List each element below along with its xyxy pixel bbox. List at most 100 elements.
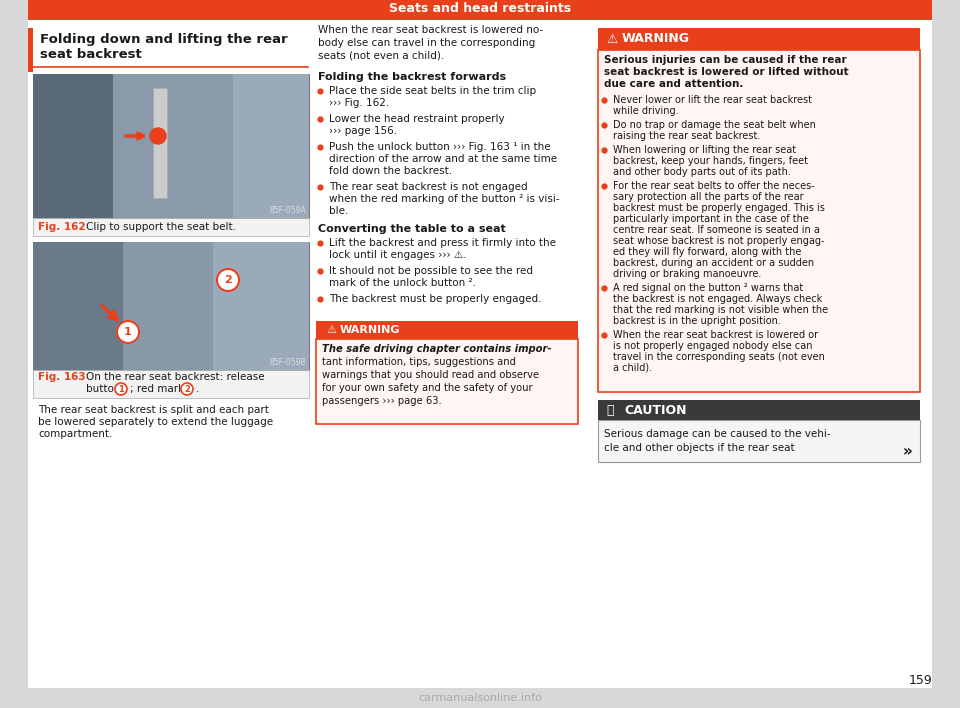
FancyBboxPatch shape	[316, 321, 578, 339]
Text: Fig. 162: Fig. 162	[38, 222, 85, 232]
Text: fold down the backrest.: fold down the backrest.	[329, 166, 452, 176]
Text: Folding down and lifting the rear: Folding down and lifting the rear	[40, 33, 288, 45]
Circle shape	[181, 383, 193, 395]
FancyBboxPatch shape	[598, 50, 920, 392]
Text: passengers ››› page 63.: passengers ››› page 63.	[322, 396, 442, 406]
FancyBboxPatch shape	[316, 339, 578, 424]
Text: backrest is in the upright position.: backrest is in the upright position.	[613, 316, 780, 326]
FancyBboxPatch shape	[213, 242, 309, 370]
Text: The rear seat backrest is split and each part: The rear seat backrest is split and each…	[38, 405, 269, 415]
FancyBboxPatch shape	[598, 420, 920, 462]
Text: ; red mark: ; red mark	[130, 384, 184, 394]
Text: When the rear seat backrest is lowered no-: When the rear seat backrest is lowered n…	[318, 25, 543, 35]
Text: driving or braking manoeuvre.: driving or braking manoeuvre.	[613, 269, 761, 279]
Text: seat backrest is lowered or lifted without: seat backrest is lowered or lifted witho…	[604, 67, 849, 77]
Text: 159: 159	[908, 673, 932, 687]
Text: Do no trap or damage the seat belt when: Do no trap or damage the seat belt when	[613, 120, 816, 130]
FancyBboxPatch shape	[33, 242, 123, 370]
Text: the backrest is not engaged. Always check: the backrest is not engaged. Always chec…	[613, 294, 823, 304]
Text: For the rear seat belts to offer the neces-: For the rear seat belts to offer the nec…	[613, 181, 815, 191]
Circle shape	[115, 383, 127, 395]
Text: Lift the backrest and press it firmly into the: Lift the backrest and press it firmly in…	[329, 238, 556, 248]
FancyBboxPatch shape	[153, 88, 167, 198]
Text: when the red marking of the button ² is visi-: when the red marking of the button ² is …	[329, 194, 560, 204]
FancyBboxPatch shape	[33, 370, 309, 398]
Text: cle and other objects if the rear seat: cle and other objects if the rear seat	[604, 443, 795, 453]
Text: backrest, during an accident or a sudden: backrest, during an accident or a sudden	[613, 258, 814, 268]
Text: 85F-059B: 85F-059B	[270, 358, 306, 367]
Circle shape	[217, 269, 239, 291]
FancyBboxPatch shape	[28, 20, 932, 688]
Text: Serious injuries can be caused if the rear: Serious injuries can be caused if the re…	[604, 55, 847, 65]
Text: WARNING: WARNING	[622, 33, 690, 45]
FancyBboxPatch shape	[33, 74, 309, 218]
Text: 1: 1	[118, 384, 124, 394]
FancyBboxPatch shape	[28, 28, 33, 72]
Text: ble.: ble.	[329, 206, 348, 216]
Text: Place the side seat belts in the trim clip: Place the side seat belts in the trim cl…	[329, 86, 536, 96]
Text: ⚠: ⚠	[606, 33, 617, 45]
Text: The safe driving chapter contains impor-: The safe driving chapter contains impor-	[322, 344, 551, 354]
FancyBboxPatch shape	[33, 218, 309, 236]
Text: When lowering or lifting the rear seat: When lowering or lifting the rear seat	[613, 145, 796, 155]
Text: that the red marking is not visible when the: that the red marking is not visible when…	[613, 305, 828, 315]
Text: and other body parts out of its path.: and other body parts out of its path.	[613, 167, 791, 177]
Text: seat backrest: seat backrest	[40, 47, 142, 60]
Text: CAUTION: CAUTION	[624, 404, 686, 416]
Text: A red signal on the button ² warns that: A red signal on the button ² warns that	[613, 283, 804, 293]
Text: When the rear seat backrest is lowered or: When the rear seat backrest is lowered o…	[613, 330, 818, 340]
Text: Converting the table to a seat: Converting the table to a seat	[318, 224, 506, 234]
Text: It should not be possible to see the red: It should not be possible to see the red	[329, 266, 533, 276]
Text: is not properly engaged nobody else can: is not properly engaged nobody else can	[613, 341, 812, 351]
Text: backrest, keep your hands, fingers, feet: backrest, keep your hands, fingers, feet	[613, 156, 808, 166]
Circle shape	[117, 321, 139, 343]
Text: compartment.: compartment.	[38, 429, 112, 439]
Text: body else can travel in the corresponding: body else can travel in the correspondin…	[318, 38, 536, 48]
Text: ⚠: ⚠	[326, 325, 336, 335]
Text: Folding the backrest forwards: Folding the backrest forwards	[318, 72, 506, 82]
Circle shape	[150, 128, 166, 144]
Text: Never lower or lift the rear seat backrest: Never lower or lift the rear seat backre…	[613, 95, 812, 105]
Text: ed they will fly forward, along with the: ed they will fly forward, along with the	[613, 247, 802, 257]
Text: a child).: a child).	[613, 363, 652, 373]
Text: »: »	[902, 445, 912, 459]
Text: due care and attention.: due care and attention.	[604, 79, 743, 89]
Text: seat whose backrest is not properly engag-: seat whose backrest is not properly enga…	[613, 236, 825, 246]
Text: ››› Fig. 162.: ››› Fig. 162.	[329, 98, 389, 108]
Text: 2: 2	[224, 275, 232, 285]
FancyBboxPatch shape	[28, 0, 932, 20]
Text: warnings that you should read and observe: warnings that you should read and observ…	[322, 370, 540, 380]
FancyBboxPatch shape	[33, 74, 113, 218]
Text: sary protection all the parts of the rear: sary protection all the parts of the rea…	[613, 192, 804, 202]
Text: ››› page 156.: ››› page 156.	[329, 126, 397, 136]
FancyBboxPatch shape	[233, 74, 309, 218]
Text: Clip to support the seat belt.: Clip to support the seat belt.	[86, 222, 236, 232]
Text: tant information, tips, suggestions and: tant information, tips, suggestions and	[322, 357, 516, 367]
Text: centre rear seat. If someone is seated in a: centre rear seat. If someone is seated i…	[613, 225, 820, 235]
Text: particularly important in the case of the: particularly important in the case of th…	[613, 214, 809, 224]
Text: seats (not even a child).: seats (not even a child).	[318, 51, 444, 61]
Text: mark of the unlock button ².: mark of the unlock button ².	[329, 278, 476, 288]
Text: Lower the head restraint properly: Lower the head restraint properly	[329, 114, 505, 124]
FancyBboxPatch shape	[33, 74, 309, 218]
Text: backrest must be properly engaged. This is: backrest must be properly engaged. This …	[613, 203, 825, 213]
Text: carmanualsonline.info: carmanualsonline.info	[418, 693, 542, 703]
FancyBboxPatch shape	[33, 242, 309, 370]
Text: 2: 2	[184, 384, 190, 394]
Text: ⓘ: ⓘ	[606, 404, 613, 416]
Text: for your own safety and the safety of your: for your own safety and the safety of yo…	[322, 383, 533, 393]
Text: The rear seat backrest is not engaged: The rear seat backrest is not engaged	[329, 182, 528, 192]
Text: be lowered separately to extend the luggage: be lowered separately to extend the lugg…	[38, 417, 274, 427]
Text: direction of the arrow and at the same time: direction of the arrow and at the same t…	[329, 154, 557, 164]
Text: Fig. 163: Fig. 163	[38, 372, 85, 382]
FancyBboxPatch shape	[33, 242, 309, 370]
Text: WARNING: WARNING	[340, 325, 400, 335]
Text: Seats and head restraints: Seats and head restraints	[389, 3, 571, 16]
Text: button: button	[86, 384, 121, 394]
FancyBboxPatch shape	[598, 400, 920, 420]
Text: 85F-059A: 85F-059A	[270, 206, 306, 215]
Text: Serious damage can be caused to the vehi-: Serious damage can be caused to the vehi…	[604, 429, 830, 439]
Text: lock until it engages ››› ⚠.: lock until it engages ››› ⚠.	[329, 250, 467, 260]
Text: Push the unlock button ››› Fig. 163 ¹ in the: Push the unlock button ››› Fig. 163 ¹ in…	[329, 142, 551, 152]
Text: while driving.: while driving.	[613, 106, 679, 116]
